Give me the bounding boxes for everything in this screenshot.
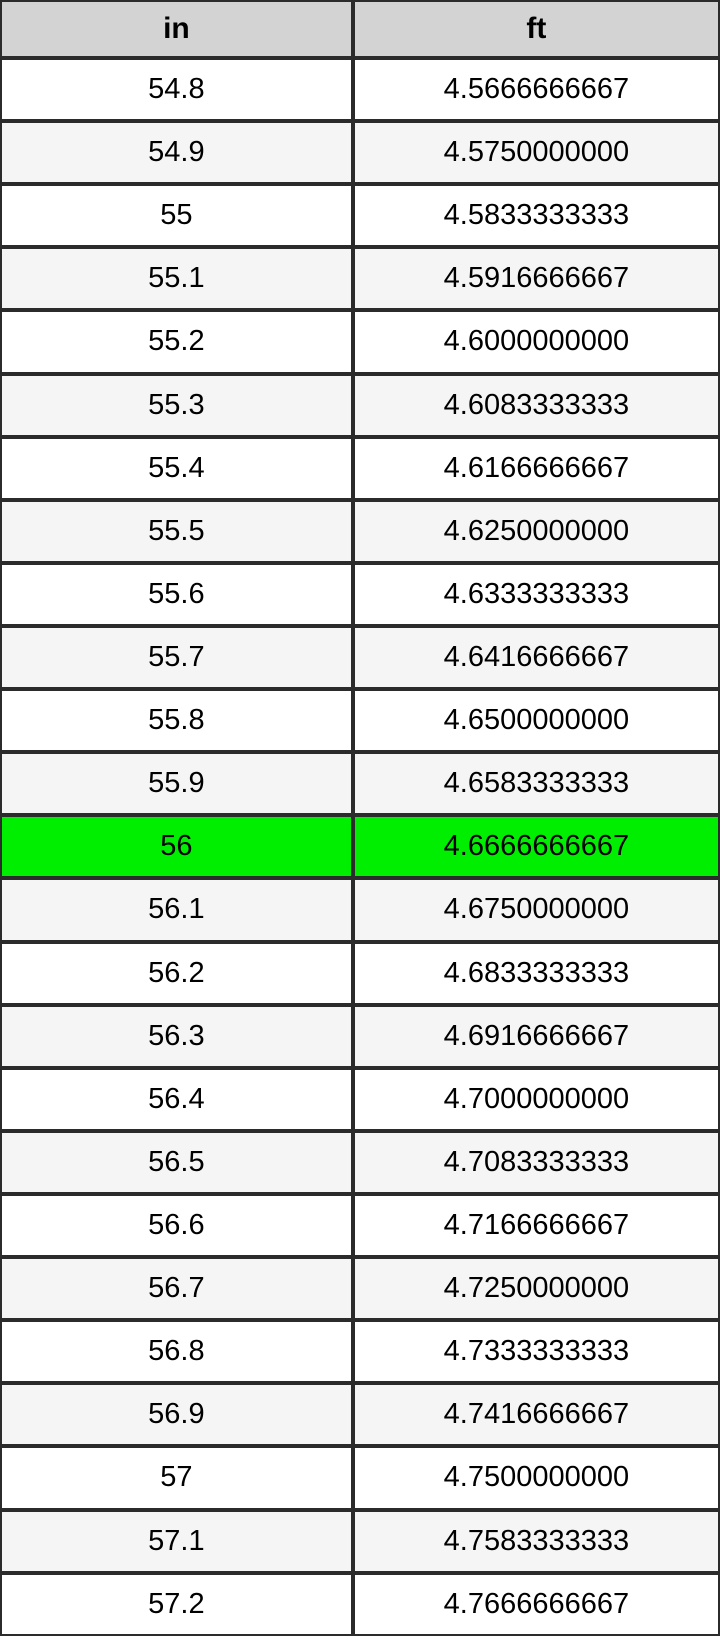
- in-cell: 56.6: [0, 1193, 353, 1258]
- table-row: 55.7 4.6416666667: [0, 625, 720, 690]
- column-header-in: in: [0, 0, 353, 58]
- in-cell: 57.2: [0, 1572, 353, 1636]
- ft-cell: 4.6500000000: [352, 689, 720, 753]
- ft-cell: 4.7333333333: [352, 1320, 720, 1384]
- table-row: 55.4 4.6166666667: [0, 436, 720, 500]
- table-row: 56.1 4.6750000000: [0, 878, 720, 942]
- in-cell: 57.1: [0, 1509, 353, 1573]
- table-row: 56.9 4.7416666667: [0, 1383, 720, 1447]
- ft-cell: 4.5916666667: [352, 247, 720, 311]
- ft-cell: 4.7250000000: [352, 1257, 720, 1321]
- ft-cell: 4.5666666667: [352, 58, 720, 122]
- ft-cell: 4.7666666667: [352, 1572, 720, 1636]
- in-cell: 55.9: [0, 752, 353, 816]
- in-cell: 55.4: [0, 436, 353, 500]
- ft-cell: 4.7000000000: [352, 1067, 720, 1131]
- ft-cell: 4.6833333333: [352, 941, 720, 1005]
- ft-cell: 4.7500000000: [352, 1446, 720, 1510]
- in-cell: 56.8: [0, 1320, 353, 1384]
- ft-cell: 4.6166666667: [352, 436, 720, 500]
- table-row: 55.8 4.6500000000: [0, 689, 720, 753]
- ft-cell: 4.5750000000: [352, 121, 720, 185]
- ft-cell: 4.6666666667: [352, 815, 720, 879]
- in-cell: 56: [0, 815, 353, 879]
- ft-cell: 4.6333333333: [352, 562, 720, 626]
- table-row: 55.5 4.6250000000: [0, 499, 720, 563]
- table-row: 56.2 4.6833333333: [0, 941, 720, 1005]
- ft-cell: 4.6000000000: [352, 310, 720, 374]
- table-row: 55.6 4.6333333333: [0, 562, 720, 626]
- ft-cell: 4.6083333333: [352, 373, 720, 437]
- table-row: 57.1 4.7583333333: [0, 1509, 720, 1573]
- ft-cell: 4.6916666667: [352, 1004, 720, 1068]
- in-cell: 57: [0, 1446, 353, 1510]
- ft-cell: 4.6750000000: [352, 878, 720, 942]
- table-row: 56.3 4.6916666667: [0, 1004, 720, 1068]
- column-header-ft: ft: [352, 0, 720, 58]
- header-row: in ft: [0, 0, 720, 58]
- ft-cell: 4.6250000000: [352, 499, 720, 563]
- table-row: 54.9 4.5750000000: [0, 121, 720, 185]
- in-cell: 55.2: [0, 310, 353, 374]
- in-cell: 55.3: [0, 373, 353, 437]
- table-row: 54.8 4.5666666667: [0, 58, 720, 122]
- in-cell: 56.5: [0, 1130, 353, 1194]
- table-row: 55.1 4.5916666667: [0, 247, 720, 311]
- table-row: 56.8 4.7333333333: [0, 1320, 720, 1384]
- ft-cell: 4.7166666667: [352, 1193, 720, 1258]
- ft-cell: 4.7583333333: [352, 1509, 720, 1573]
- in-cell: 54.9: [0, 121, 353, 185]
- in-cell: 56.2: [0, 941, 353, 1005]
- in-cell: 55.7: [0, 625, 353, 690]
- table-row: 56.5 4.7083333333: [0, 1130, 720, 1194]
- table-row: 57 4.7500000000: [0, 1446, 720, 1510]
- table-row: 56.4 4.7000000000: [0, 1067, 720, 1131]
- in-cell: 56.4: [0, 1067, 353, 1131]
- in-cell: 56.9: [0, 1383, 353, 1447]
- ft-cell: 4.7083333333: [352, 1130, 720, 1194]
- ft-cell: 4.6416666667: [352, 625, 720, 690]
- table-row: 56.6 4.7166666667: [0, 1193, 720, 1258]
- table-row: 55 4.5833333333: [0, 184, 720, 248]
- in-cell: 54.8: [0, 58, 353, 122]
- ft-cell: 4.6583333333: [352, 752, 720, 816]
- table-row: 55.3 4.6083333333: [0, 373, 720, 437]
- in-cell: 55: [0, 184, 353, 248]
- in-cell: 56.7: [0, 1257, 353, 1321]
- in-cell: 55.5: [0, 499, 353, 563]
- in-cell: 55.1: [0, 247, 353, 311]
- ft-cell: 4.5833333333: [352, 184, 720, 248]
- table-row: 55.2 4.6000000000: [0, 310, 720, 374]
- in-cell: 56.1: [0, 878, 353, 942]
- table-row: 55.9 4.6583333333: [0, 752, 720, 816]
- in-cell: 56.3: [0, 1004, 353, 1068]
- ft-cell: 4.7416666667: [352, 1383, 720, 1447]
- in-cell: 55.6: [0, 562, 353, 626]
- table-row: 57.2 4.7666666667: [0, 1572, 720, 1636]
- in-cell: 55.8: [0, 689, 353, 753]
- table-row: 56.7 4.7250000000: [0, 1257, 720, 1321]
- table-row-highlighted: 56 4.6666666667: [0, 815, 720, 879]
